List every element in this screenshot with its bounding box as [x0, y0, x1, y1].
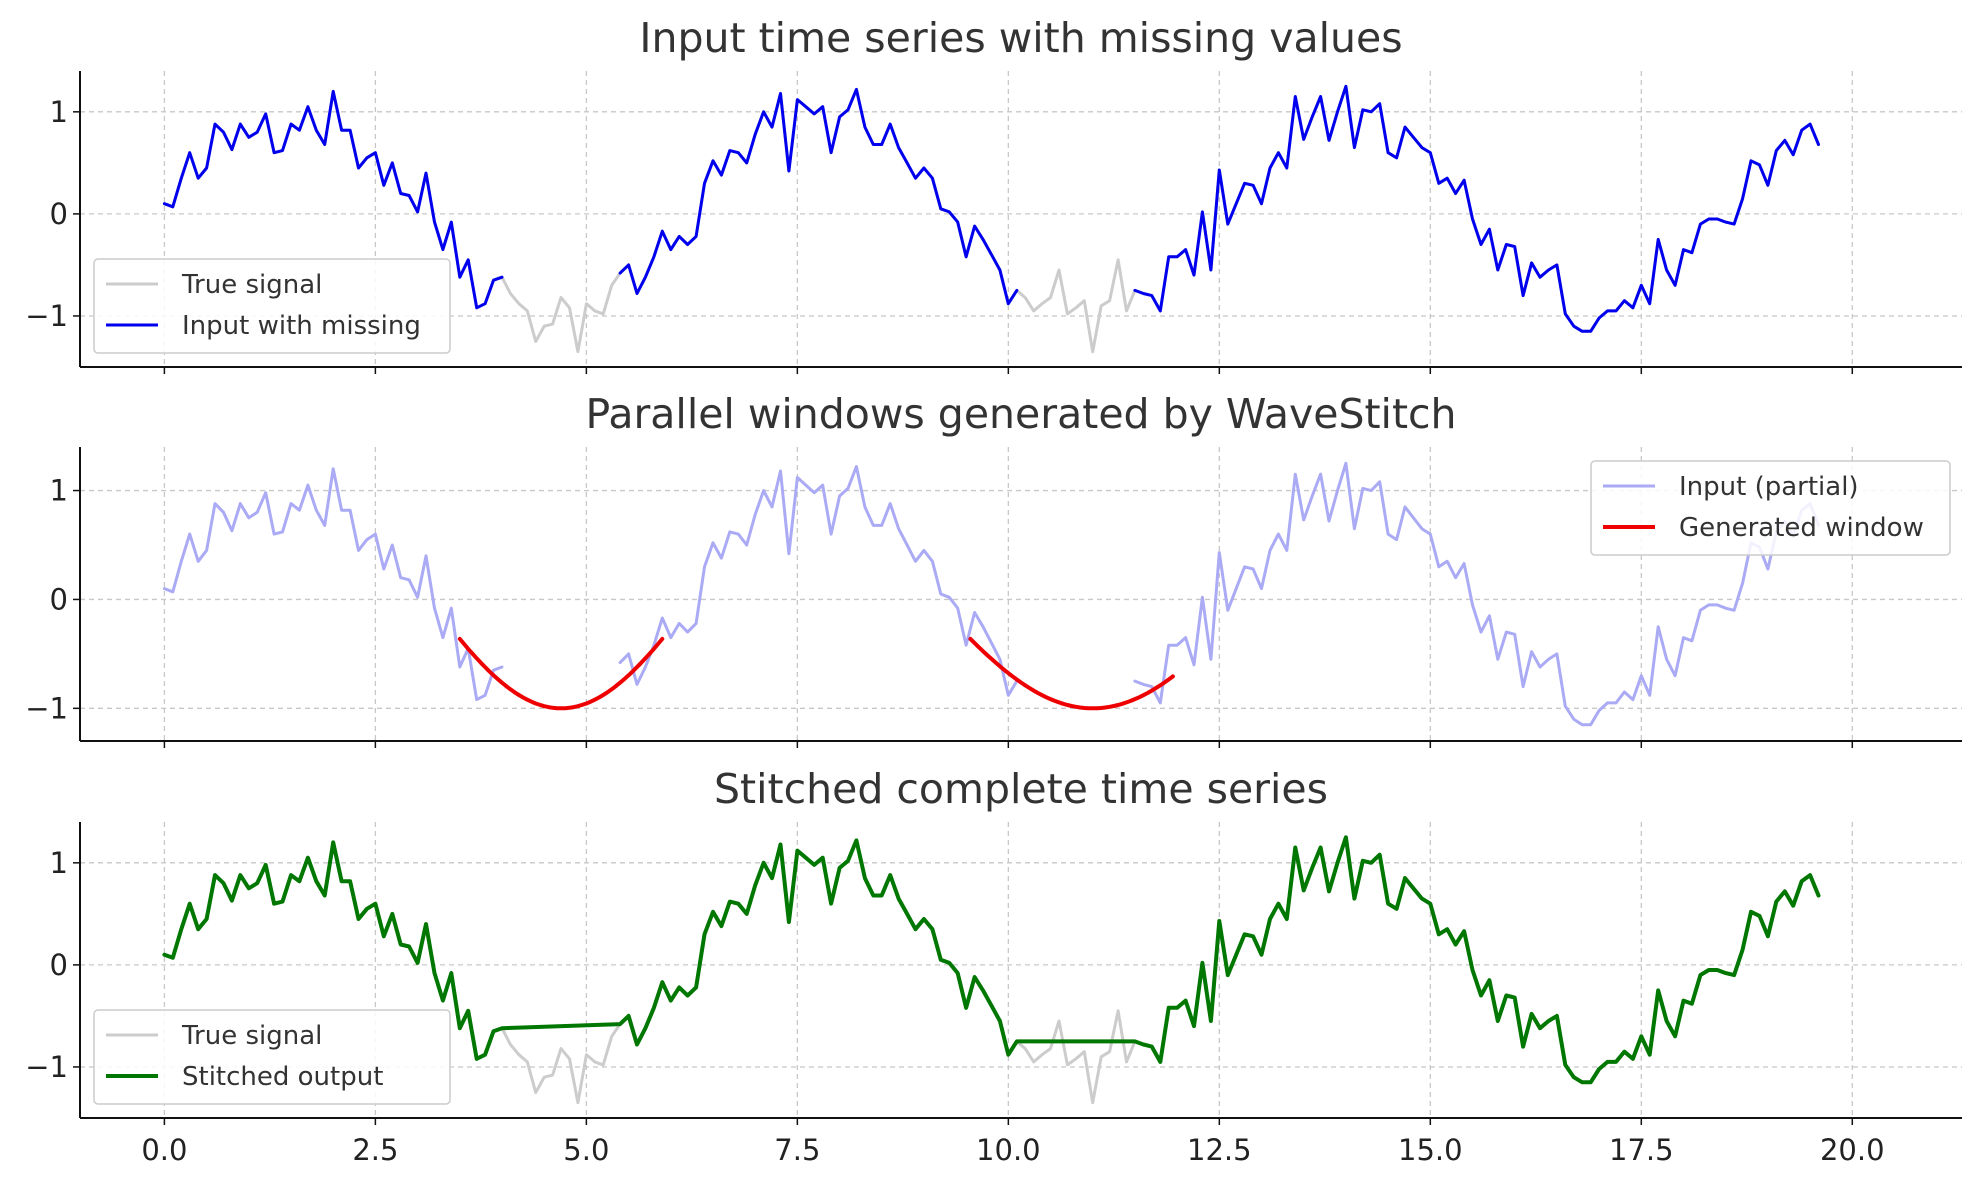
series-generated-window	[968, 636, 1175, 711]
x-tick-label: 5.0	[563, 1133, 609, 1167]
series-input-with-missing-segment	[162, 89, 504, 310]
series-input-partial-segment	[618, 465, 1019, 697]
x-tick-label: 12.5	[1187, 1133, 1252, 1167]
x-tick-label: 0.0	[141, 1133, 187, 1167]
y-tick-label: −1	[25, 299, 68, 333]
legend-box	[93, 1009, 451, 1105]
series-input-with-missing-segment	[1133, 84, 1820, 333]
subplot-title: Parallel windows generated by WaveStitch	[585, 390, 1456, 438]
y-tick-label: 1	[50, 474, 68, 508]
legend-label: Input (partial)	[1679, 472, 1859, 502]
y-tick-label: −1	[25, 691, 68, 725]
series-stitched-output	[162, 835, 1821, 1085]
subplot-1: Input time series with missing values 1 0 −…	[25, 14, 1962, 374]
series-generated-window	[457, 636, 665, 711]
subplot-title: Input time series with missing values	[639, 14, 1402, 62]
y-tick-label: 0	[50, 582, 68, 616]
subplot-3: Stitched complete time series 1 0 −1 0.0 2.5 5…	[25, 765, 1962, 1167]
x-tick-label: 2.5	[352, 1133, 398, 1167]
legend-label: Input with missing	[182, 311, 421, 341]
y-tick-label: 0	[50, 197, 68, 231]
legend: True signal Input with missing	[93, 258, 451, 354]
y-tick-label: 1	[50, 846, 68, 880]
x-tick-label: 20.0	[1820, 1133, 1885, 1167]
legend-box	[1590, 460, 1951, 556]
series-input-partial-segment	[1133, 461, 1820, 727]
series-input-with-missing-segment	[618, 87, 1019, 306]
legend-label: Generated window	[1679, 513, 1924, 543]
x-tick-label: 10.0	[976, 1133, 1041, 1167]
x-tick-label: 15.0	[1398, 1133, 1463, 1167]
legend: Input (partial) Generated window	[1590, 460, 1951, 556]
legend-label: Stitched output	[182, 1062, 383, 1092]
legend-label: True signal	[181, 270, 322, 300]
x-tick-label: 17.5	[1609, 1133, 1674, 1167]
series-input-partial-segment	[162, 467, 504, 702]
y-tick-label: −1	[25, 1050, 68, 1084]
legend-label: True signal	[181, 1021, 322, 1051]
y-tick-label: 1	[50, 95, 68, 129]
x-tick-label: 7.5	[774, 1133, 820, 1167]
subplot-title: Stitched complete time series	[714, 765, 1328, 813]
legend: True signal Stitched output	[93, 1009, 451, 1105]
legend-box	[93, 258, 451, 354]
y-tick-label: 0	[50, 948, 68, 982]
subplot-2: Parallel windows generated by WaveStitch…	[25, 390, 1962, 748]
